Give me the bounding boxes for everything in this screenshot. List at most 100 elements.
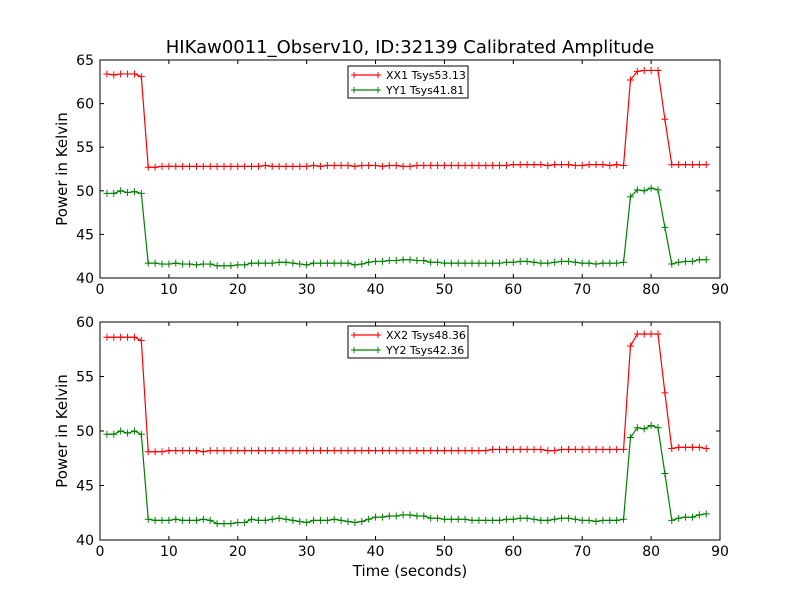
- data-point: [254, 259, 262, 267]
- x-tick-label: 0: [96, 544, 105, 560]
- data-point: [213, 162, 221, 170]
- data-point: [454, 515, 462, 523]
- data-point: [124, 70, 132, 78]
- legend-box: [347, 325, 469, 359]
- legend-label: XX1 Tsys53.13: [386, 69, 466, 82]
- data-point: [213, 447, 221, 455]
- data-point: [661, 223, 669, 231]
- data-point: [633, 186, 641, 194]
- data-point: [516, 514, 524, 522]
- data-point: [316, 447, 324, 455]
- data-point: [606, 446, 614, 454]
- data-point: [530, 446, 538, 454]
- data-point: [620, 162, 628, 170]
- data-point: [124, 333, 132, 341]
- x-tick-label: 90: [711, 544, 729, 560]
- data-point: [675, 161, 683, 169]
- legend-marker: [351, 72, 381, 78]
- data-point: [599, 516, 607, 524]
- data-point: [179, 162, 187, 170]
- data-point: [640, 330, 648, 338]
- data-point: [440, 447, 448, 455]
- data-point: [688, 513, 696, 521]
- data-point: [144, 448, 152, 456]
- data-point: [613, 161, 621, 169]
- data-point: [620, 515, 628, 523]
- data-point: [502, 258, 510, 266]
- data-point: [192, 162, 200, 170]
- x-tick-label: 30: [298, 544, 316, 560]
- x-tick-label: 80: [642, 544, 660, 560]
- data-point: [406, 256, 414, 264]
- data-point: [475, 516, 483, 524]
- data-point: [378, 162, 386, 170]
- data-point: [206, 447, 214, 455]
- data-point: [489, 516, 497, 524]
- x-tick-label: 40: [367, 282, 385, 298]
- data-point: [530, 515, 538, 523]
- data-point: [192, 447, 200, 455]
- data-point: [537, 259, 545, 267]
- figure-title: HIKaw0011_Observ10, ID:32139 Calibrated …: [166, 37, 655, 58]
- data-point: [172, 259, 180, 267]
- data-point: [358, 260, 366, 268]
- data-point: [489, 446, 497, 454]
- data-point: [158, 162, 166, 170]
- data-point: [592, 517, 600, 525]
- data-point: [502, 446, 510, 454]
- data-point: [372, 257, 380, 265]
- series-1: [103, 330, 710, 456]
- data-point: [509, 258, 517, 266]
- data-point: [434, 447, 442, 455]
- data-point: [124, 429, 132, 437]
- data-point: [151, 448, 159, 456]
- legend-marker: [351, 332, 381, 338]
- x-tick-label: 40: [367, 544, 385, 560]
- data-point: [427, 258, 435, 266]
- data-point: [654, 424, 662, 432]
- data-point: [254, 447, 262, 455]
- data-point: [640, 425, 648, 433]
- data-point: [475, 447, 483, 455]
- data-point: [654, 66, 662, 74]
- x-tick-label: 50: [436, 282, 454, 298]
- data-point: [640, 66, 648, 74]
- x-tick-label: 20: [229, 282, 247, 298]
- data-point: [633, 424, 641, 432]
- data-point: [688, 257, 696, 265]
- data-point: [461, 515, 469, 523]
- data-point: [261, 162, 269, 170]
- data-point: [661, 389, 669, 397]
- data-point: [358, 447, 366, 455]
- data-point: [130, 188, 138, 196]
- data-point: [241, 447, 249, 455]
- data-point: [378, 513, 386, 521]
- data-point: [675, 514, 683, 522]
- legend-label: YY1 Tsys41.81: [385, 84, 464, 97]
- data-point: [275, 162, 283, 170]
- data-point: [385, 447, 393, 455]
- data-point: [702, 444, 710, 452]
- data-point: [151, 259, 159, 267]
- y-tick-label: 40: [76, 271, 94, 287]
- data-point: [172, 447, 180, 455]
- data-point: [303, 261, 311, 269]
- data-point: [544, 516, 552, 524]
- data-point: [633, 67, 641, 75]
- data-point: [509, 161, 517, 169]
- data-point: [365, 162, 373, 170]
- data-point: [358, 517, 366, 525]
- data-point: [654, 186, 662, 194]
- data-point: [544, 162, 552, 170]
- data-point: [661, 470, 669, 478]
- y-tick-label: 55: [76, 370, 94, 386]
- data-point: [248, 259, 256, 267]
- y-tick-label: 60: [76, 315, 94, 331]
- data-point: [151, 516, 159, 524]
- y-tick-label: 50: [76, 184, 94, 200]
- data-point: [682, 443, 690, 451]
- data-point: [199, 260, 207, 268]
- data-point: [192, 516, 200, 524]
- data-point: [275, 514, 283, 522]
